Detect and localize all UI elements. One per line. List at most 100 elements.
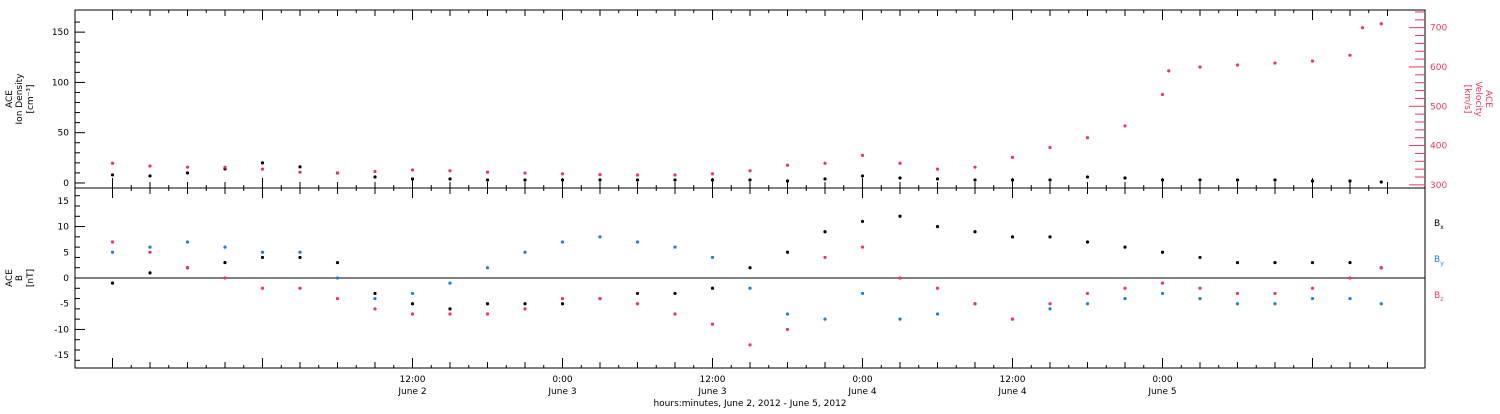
b-tick-label: 0 bbox=[63, 274, 69, 284]
bx-point bbox=[1273, 260, 1277, 265]
density-point bbox=[148, 174, 152, 178]
density-point bbox=[523, 178, 527, 182]
bz-point bbox=[673, 312, 677, 316]
velocity-point bbox=[1348, 53, 1352, 57]
x-tick-date-label: June 4 bbox=[847, 387, 876, 397]
x-tick-time-label: 0:00 bbox=[552, 375, 572, 385]
bx-point bbox=[748, 266, 752, 270]
bz-point bbox=[823, 255, 827, 260]
bz-point bbox=[1198, 286, 1202, 290]
by-point bbox=[485, 266, 490, 270]
bz-point bbox=[1379, 266, 1383, 270]
density-point bbox=[1379, 180, 1383, 184]
bz-point bbox=[373, 307, 377, 311]
by-point bbox=[185, 240, 190, 244]
velocity-point bbox=[560, 172, 565, 176]
by-point bbox=[523, 250, 527, 254]
bz-point bbox=[1310, 286, 1315, 290]
by-point bbox=[335, 276, 340, 280]
x-tick-time-label: 0:00 bbox=[852, 375, 872, 385]
bx-point bbox=[560, 302, 565, 306]
velocity-tick-label: 700 bbox=[1430, 24, 1447, 34]
density-point bbox=[785, 179, 790, 183]
by-point bbox=[1198, 296, 1202, 301]
x-tick-time-label: 0:00 bbox=[1152, 375, 1172, 385]
by-point bbox=[673, 245, 677, 249]
velocity-point bbox=[1085, 136, 1090, 140]
bx-point bbox=[935, 224, 940, 229]
b-tick-label: 5 bbox=[63, 248, 69, 258]
density-point bbox=[485, 178, 490, 182]
velocity-point bbox=[823, 161, 827, 165]
bx-point bbox=[223, 260, 227, 265]
bz-point bbox=[1048, 302, 1052, 306]
x-tick-date-label: June 2 bbox=[397, 387, 426, 397]
bx-point bbox=[898, 214, 902, 218]
bz-point bbox=[898, 276, 902, 280]
density-point bbox=[410, 177, 415, 181]
b-label-line1: ACE bbox=[5, 269, 15, 287]
plasma-panel: 0 50 100 150 300 400 500 600 700 ACE Ion Densit… bbox=[5, 9, 1493, 191]
velocity-axis-label: ACE Velocity [km/s] bbox=[1462, 81, 1493, 117]
velocity-point bbox=[860, 153, 865, 157]
bx-point bbox=[710, 286, 715, 290]
density-tick-label: 0 bbox=[63, 179, 69, 189]
by-point bbox=[785, 312, 790, 316]
bz-point bbox=[523, 307, 527, 311]
bz-point bbox=[110, 240, 115, 244]
density-point bbox=[598, 178, 602, 182]
by-point bbox=[860, 291, 865, 296]
velocity-tick-label: 300 bbox=[1430, 181, 1447, 191]
velocity-point bbox=[298, 170, 302, 174]
b-tick-label: 15 bbox=[58, 197, 69, 207]
density-point bbox=[823, 177, 827, 181]
density-point bbox=[1310, 179, 1315, 183]
by-point bbox=[148, 245, 152, 249]
magnetic-series bbox=[110, 214, 1383, 347]
velocity-point bbox=[673, 173, 677, 177]
bx-point bbox=[335, 260, 340, 265]
by-point bbox=[410, 291, 415, 296]
bz-point bbox=[1085, 291, 1090, 296]
velocity-point bbox=[1360, 26, 1365, 30]
velocity-point bbox=[448, 169, 452, 173]
b-tick-label: 10 bbox=[58, 223, 70, 233]
bz-point bbox=[710, 322, 715, 326]
x-axis-title: hours:minutes, June 2, 2012 - June 5, 20… bbox=[653, 399, 846, 409]
b-label-line3: [nT] bbox=[26, 269, 36, 287]
velocity-point bbox=[1123, 124, 1127, 128]
bz-point bbox=[410, 312, 415, 316]
bz-point bbox=[260, 286, 265, 290]
density-point bbox=[935, 177, 940, 181]
density-point bbox=[110, 173, 115, 177]
x-tick-time-label: 12:00 bbox=[1000, 375, 1026, 385]
bx-point bbox=[1123, 245, 1127, 249]
by-point bbox=[373, 296, 377, 301]
bz-point bbox=[1160, 281, 1165, 285]
velocity-axis: 300 400 500 600 700 bbox=[1409, 11, 1447, 191]
density-point bbox=[1160, 178, 1165, 182]
velocity-point bbox=[373, 169, 377, 174]
bx-point bbox=[973, 230, 977, 234]
bx-point bbox=[298, 255, 302, 260]
velocity-point bbox=[185, 165, 190, 169]
bz-point bbox=[1348, 276, 1352, 280]
bz-point bbox=[1235, 291, 1240, 296]
bz-point bbox=[598, 296, 602, 301]
bx-point bbox=[448, 307, 452, 311]
b-tick-label: -10 bbox=[54, 325, 69, 335]
x-tick-date-label: June 3 bbox=[547, 387, 576, 397]
bz-point bbox=[1010, 317, 1015, 321]
legend-by: By bbox=[1434, 255, 1444, 267]
x-tick-date-label: June 3 bbox=[697, 387, 726, 397]
bx-point bbox=[1160, 250, 1165, 254]
velocity-point bbox=[1235, 63, 1240, 67]
velocity-point bbox=[1310, 59, 1315, 63]
bx-point bbox=[860, 219, 865, 224]
bx-point bbox=[785, 250, 790, 254]
b-tick-label: -15 bbox=[54, 351, 69, 361]
plasma-series bbox=[110, 22, 1383, 184]
velocity-point bbox=[635, 173, 640, 177]
